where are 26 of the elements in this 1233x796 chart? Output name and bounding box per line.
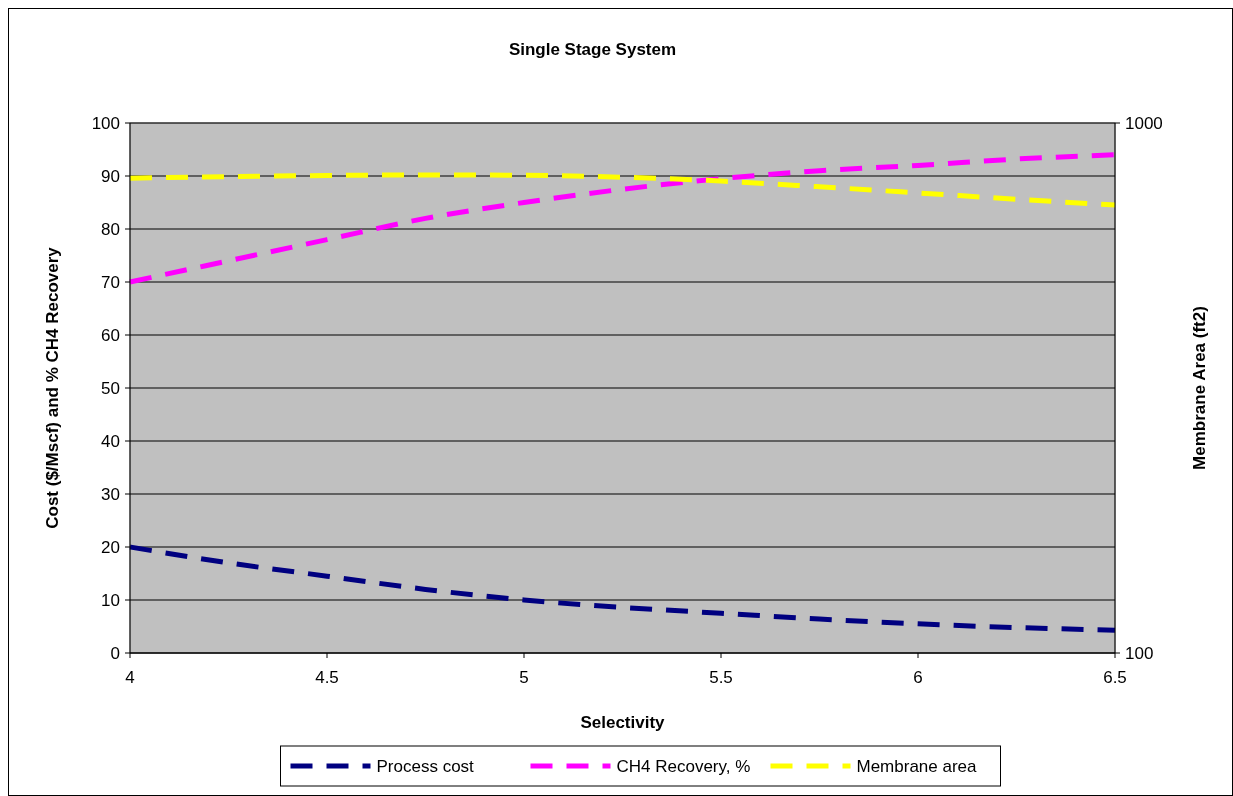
chart-title: Single Stage System: [508, 40, 677, 59]
y2-axis-title: Membrane Area (ft2): [1190, 306, 1209, 470]
legend-label: CH4 Recovery, %: [616, 756, 751, 776]
y-tick-label: 20: [101, 537, 120, 557]
x-tick-label: 6: [913, 668, 923, 687]
y2-tick-label: 1000: [1125, 113, 1163, 133]
y-tick-label: 60: [101, 325, 120, 345]
x-tick-label: 6.5: [1103, 668, 1127, 687]
x-axis-title: Selectivity: [580, 713, 666, 732]
y-tick-label: 70: [101, 272, 120, 292]
x-tick-label: 5.5: [709, 668, 733, 687]
y-tick-label: 40: [101, 431, 120, 451]
y-tick-label: 30: [101, 484, 120, 504]
y-tick-label: 90: [101, 166, 120, 186]
x-tick-label: 4.5: [315, 668, 339, 687]
y-tick-label: 100: [91, 113, 120, 133]
y2-tick-label: 100: [1125, 643, 1154, 663]
x-tick-label: 5: [519, 668, 529, 687]
legend-label: Process cost: [376, 756, 475, 776]
legend-label: Membrane area: [856, 756, 978, 776]
y-axis-title: Cost ($/Mscf) and % CH4 Recovery: [43, 246, 62, 529]
y-tick-label: 0: [110, 643, 120, 663]
y-tick-label: 50: [101, 378, 120, 398]
x-tick-label: 4: [125, 668, 135, 687]
y-tick-label: 10: [101, 590, 120, 610]
y-tick-label: 80: [101, 219, 120, 239]
